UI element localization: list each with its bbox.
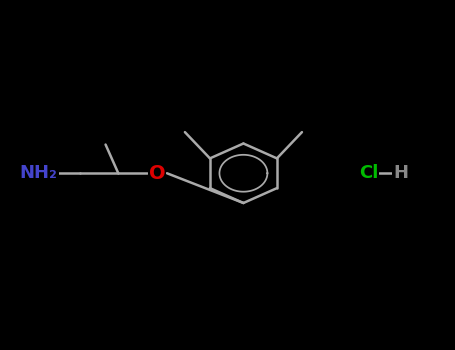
Text: NH₂: NH₂	[20, 164, 58, 182]
Text: Cl: Cl	[359, 164, 378, 182]
Text: O: O	[149, 164, 165, 183]
Text: H: H	[393, 164, 408, 182]
